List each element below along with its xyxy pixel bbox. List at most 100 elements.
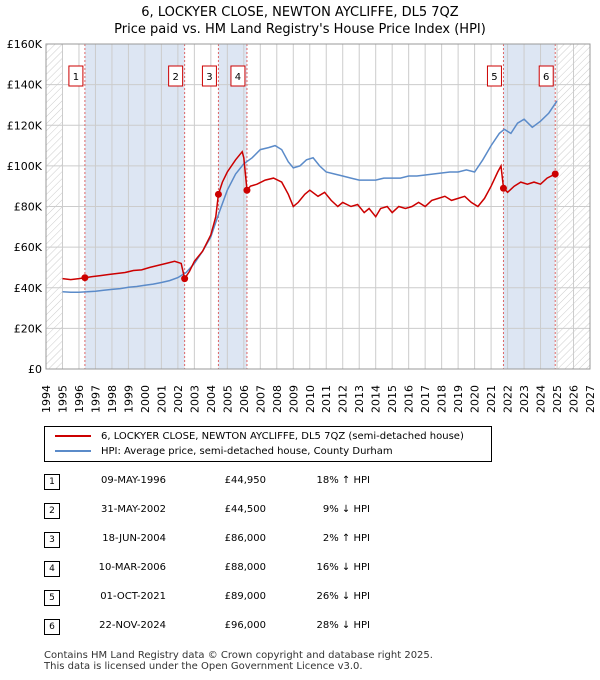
x-tick-label: 2021 [485, 385, 498, 413]
sale-label-box [230, 65, 246, 87]
table-row: 4 10-MAR-2006 £88,000 16% ↓ HPI [0, 559, 600, 579]
x-tick-label: 1999 [122, 385, 135, 413]
x-tick-label: 2013 [353, 385, 366, 413]
row-hpi-change: 26% ↓ HPI [316, 591, 370, 602]
table-row: 1 09-MAY-1996 £44,950 18% ↑ HPI [0, 472, 600, 492]
row-number-badge: 1 [44, 474, 60, 490]
y-tick-label: £60K [14, 241, 43, 254]
row-price: £88,000 [224, 562, 266, 573]
row-price: £44,500 [224, 504, 266, 515]
row-number-badge: 3 [44, 532, 60, 548]
chart-legend: 6, LOCKYER CLOSE, NEWTON AYCLIFFE, DL5 7… [44, 426, 492, 462]
hpi-line [62, 100, 558, 293]
x-tick-label: 2022 [502, 385, 515, 413]
table-row: 2 31-MAY-2002 £44,500 9% ↓ HPI [0, 501, 600, 521]
sale-point [214, 190, 222, 198]
x-tick-label: 2009 [287, 385, 300, 413]
x-tick-label: 2019 [452, 385, 465, 413]
row-date: 01-OCT-2021 [100, 591, 166, 602]
sale-point [243, 186, 251, 194]
table-row: 3 18-JUN-2004 £86,000 2% ↑ HPI [0, 530, 600, 550]
x-tick-label: 2003 [188, 385, 201, 413]
y-tick-label: £160K [7, 38, 43, 51]
x-tick-label: 2005 [221, 385, 234, 413]
row-date: 09-MAY-1996 [100, 475, 166, 486]
legend-label-hpi: HPI: Average price, semi-detached house,… [101, 446, 393, 457]
sale-label-box [201, 65, 217, 87]
row-price: £86,000 [224, 533, 266, 544]
y-tick-label: £0 [28, 363, 42, 376]
sale-label-text: 6 [543, 72, 549, 83]
x-tick-label: 2017 [419, 385, 432, 413]
legend-item-hpi: HPI: Average price, semi-detached house,… [55, 445, 393, 459]
x-tick-label: 2010 [304, 385, 317, 413]
x-tick-label: 2020 [469, 385, 482, 413]
row-hpi-change: 28% ↓ HPI [316, 620, 370, 631]
sale-point [499, 184, 507, 192]
legend-item-property: 6, LOCKYER CLOSE, NEWTON AYCLIFFE, DL5 7… [55, 430, 464, 444]
x-tick-label: 2001 [155, 385, 168, 413]
table-row: 6 22-NOV-2024 £96,000 28% ↓ HPI [0, 617, 600, 637]
row-hpi-change: 18% ↑ HPI [316, 475, 370, 486]
sale-label-text: 5 [491, 72, 497, 83]
row-date: 10-MAR-2006 [98, 562, 166, 573]
x-tick-label: 1995 [56, 385, 69, 413]
legend-swatch-hpi [55, 450, 91, 452]
row-price: £44,950 [224, 475, 266, 486]
legend-swatch-property [55, 435, 91, 437]
row-hpi-change: 16% ↓ HPI [316, 562, 370, 573]
row-hpi-change: 9% ↓ HPI [322, 504, 370, 515]
x-tick-label: 1994 [40, 385, 53, 413]
x-tick-label: 2024 [535, 385, 548, 413]
row-price: £89,000 [224, 591, 266, 602]
chart-subtitle: Price paid vs. HM Land Registry's House … [114, 22, 486, 37]
x-tick-label: 1998 [106, 385, 119, 413]
x-tick-label: 1996 [73, 385, 86, 413]
row-hpi-change: 2% ↑ HPI [322, 533, 370, 544]
x-tick-label: 2000 [139, 385, 152, 413]
x-tick-label: 2014 [370, 385, 383, 413]
x-tick-label: 2016 [403, 385, 416, 413]
price-chart: 1 2 3 4 5 6 £0 £20K £40K £60K £80K £100K £120K £140K £… [7, 38, 597, 413]
row-price: £96,000 [224, 620, 266, 631]
plot-border [45, 43, 591, 370]
chart-title-block: 6, LOCKYER CLOSE, NEWTON AYCLIFFE, DL5 7… [0, 4, 600, 38]
sale-point [551, 170, 559, 178]
x-tick-label: 2025 [551, 385, 564, 413]
footer-line-2: This data is licensed under the Open Gov… [44, 661, 363, 672]
row-number-badge: 4 [44, 561, 60, 577]
sale-label-box [168, 65, 184, 87]
y-tick-label: £120K [7, 119, 43, 132]
sale-label-box [538, 65, 554, 87]
row-date: 18-JUN-2004 [102, 533, 166, 544]
sale-point [81, 274, 89, 282]
x-tick-label: 2006 [238, 385, 251, 413]
y-tick-label: £20K [14, 322, 43, 335]
sale-label-box [68, 65, 84, 87]
x-tick-label: 2008 [271, 385, 284, 413]
table-row: 5 01-OCT-2021 £89,000 26% ↓ HPI [0, 588, 600, 608]
y-tick-label: £40K [14, 282, 43, 295]
sale-point [181, 275, 189, 283]
sale-label-box [486, 65, 502, 87]
y-tick-label: £100K [7, 160, 43, 173]
property-price-line [62, 150, 558, 281]
x-tick-label: 2011 [320, 385, 333, 413]
sale-label-text: 4 [235, 72, 241, 83]
footer-credits: Contains HM Land Registry data © Crown c… [44, 650, 433, 672]
y-tick-label: £140K [7, 79, 43, 92]
sale-label-text: 3 [206, 72, 212, 83]
x-tick-label: 2015 [386, 385, 399, 413]
legend-label-property: 6, LOCKYER CLOSE, NEWTON AYCLIFFE, DL5 7… [101, 431, 464, 442]
x-tick-label: 2004 [205, 385, 218, 413]
row-date: 22-NOV-2024 [99, 620, 166, 631]
x-tick-label: 2027 [584, 385, 597, 413]
sale-label-text: 2 [172, 72, 178, 83]
x-tick-label: 1997 [89, 385, 102, 413]
row-number-badge: 2 [44, 503, 60, 519]
row-date: 31-MAY-2002 [100, 504, 166, 515]
y-tick-label: £80K [14, 201, 43, 214]
sale-label-text: 1 [73, 72, 79, 83]
row-number-badge: 6 [44, 619, 60, 635]
chart-title: 6, LOCKYER CLOSE, NEWTON AYCLIFFE, DL5 7… [141, 5, 459, 20]
